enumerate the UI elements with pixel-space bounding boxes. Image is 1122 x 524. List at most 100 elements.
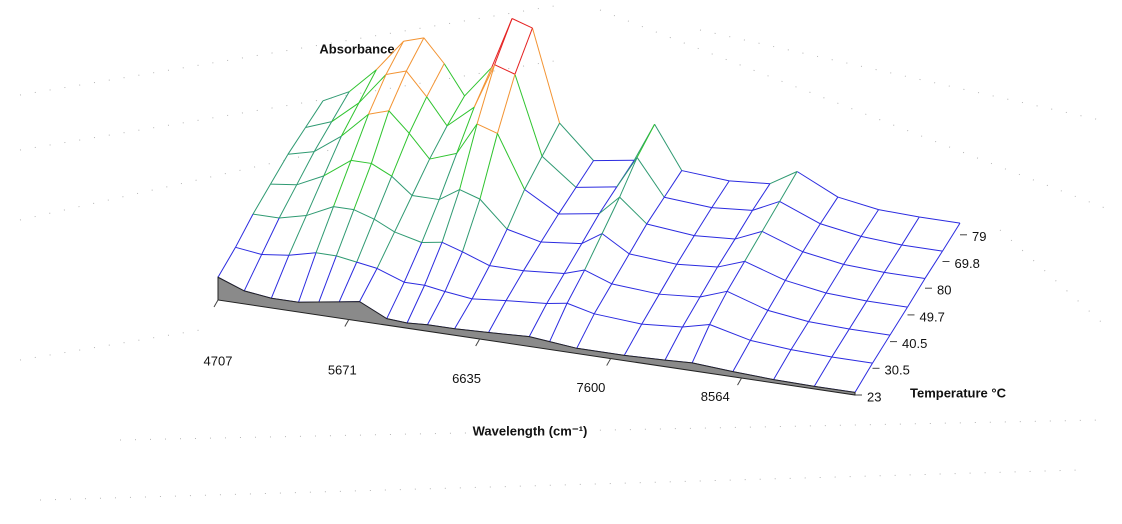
mesh-depth-line xyxy=(843,236,862,265)
mesh-slice-line xyxy=(559,122,594,161)
mesh-depth-line xyxy=(541,122,561,157)
mesh-slice-line xyxy=(511,18,533,29)
mesh-slice-line xyxy=(331,102,360,123)
mesh-slice-line xyxy=(767,309,809,323)
mesh-slice-line xyxy=(252,213,280,219)
mesh-slice-line xyxy=(514,74,543,157)
mesh-depth-line xyxy=(752,183,771,211)
front-wall xyxy=(217,276,856,396)
mesh-depth-line xyxy=(734,210,753,240)
mesh-slice-line xyxy=(664,196,712,209)
mesh-depth-line xyxy=(825,264,844,294)
mesh-slice-line xyxy=(296,175,325,186)
mesh-depth-line xyxy=(496,74,516,134)
mesh-depth-line xyxy=(461,198,481,252)
mesh-slice-line xyxy=(391,175,413,196)
mesh-slice-line xyxy=(769,171,798,185)
mesh-slice-line xyxy=(761,230,804,253)
mesh-depth-line xyxy=(546,273,565,304)
mesh-slice-line xyxy=(405,70,428,98)
mesh-slice-line xyxy=(235,246,262,255)
mesh-slice-line xyxy=(752,200,780,211)
mesh-slice-line xyxy=(279,215,307,219)
decor-line xyxy=(39,469,1081,501)
mesh-slice-line xyxy=(394,231,422,243)
mesh-depth-line xyxy=(611,253,630,285)
mesh-slice-line xyxy=(744,260,786,281)
mesh-slice-line xyxy=(348,69,377,93)
mesh-depth-line xyxy=(217,247,236,278)
mesh-depth-line xyxy=(394,195,413,233)
mesh-slice-line xyxy=(443,63,465,97)
mesh-depth-line xyxy=(682,296,701,328)
mesh-slice-line xyxy=(341,113,369,137)
mesh-depth-line xyxy=(889,306,908,336)
mesh-slice-line xyxy=(709,324,751,341)
mesh-depth-line xyxy=(406,285,426,324)
mesh-slice-line xyxy=(919,216,961,224)
mesh-depth-line xyxy=(313,121,333,152)
mesh-depth-line xyxy=(907,278,926,308)
mesh-slice-line xyxy=(779,201,821,225)
decor-line xyxy=(699,29,1101,121)
x-tick-label: 8564 xyxy=(701,389,730,404)
mesh-depth-line xyxy=(424,242,443,286)
mesh-slice-line xyxy=(333,206,354,211)
mesh-depth-line xyxy=(298,252,317,303)
mesh-depth-line xyxy=(243,254,263,292)
mesh-depth-line xyxy=(576,313,595,349)
mesh-slice-line xyxy=(523,270,565,275)
mesh-depth-line xyxy=(901,216,920,246)
mesh-depth-line xyxy=(494,18,513,65)
mesh-depth-line xyxy=(623,323,643,356)
mesh-slice-line xyxy=(901,244,943,252)
mesh-depth-line xyxy=(359,268,378,302)
mesh-slice-line xyxy=(676,263,718,268)
mesh-slice-line xyxy=(802,251,844,265)
mesh-slice-line xyxy=(524,189,559,215)
mesh-depth-line xyxy=(358,69,377,104)
mesh-slice-line xyxy=(884,271,926,279)
mesh-slice-line xyxy=(438,189,460,201)
mesh-depth-line xyxy=(338,261,358,303)
mesh-slice-line xyxy=(388,110,410,134)
mesh-depth-line xyxy=(446,95,466,127)
z-axis-label: Absorbance xyxy=(319,41,394,56)
x-tick-label: 7600 xyxy=(576,380,605,395)
x-tick xyxy=(213,299,219,308)
mesh-depth-line xyxy=(471,265,491,300)
mesh-depth-line xyxy=(761,201,781,232)
mesh-depth-line xyxy=(421,199,440,243)
mesh-depth-line xyxy=(523,241,542,271)
mesh-slice-line xyxy=(541,155,577,188)
mesh-slice-line xyxy=(373,218,395,233)
mesh-depth-line xyxy=(860,209,879,237)
x-tick xyxy=(475,338,481,347)
x-tick-label: 5671 xyxy=(328,362,357,377)
mesh-slice-line xyxy=(682,324,710,328)
mesh-depth-line xyxy=(790,321,809,350)
mesh-slice-line xyxy=(376,267,405,283)
mesh-depth-line xyxy=(488,300,507,333)
mesh-slice-line xyxy=(531,27,561,124)
mesh-slice-line xyxy=(371,163,392,177)
mesh-depth-line xyxy=(641,293,660,325)
mesh-depth-line xyxy=(813,356,833,387)
mesh-depth-line xyxy=(444,251,463,292)
mesh-depth-line xyxy=(331,91,350,122)
mesh-slice-line xyxy=(808,321,850,330)
mesh-depth-line xyxy=(426,63,445,98)
decor-line xyxy=(999,229,1111,331)
mesh-depth-line xyxy=(479,133,498,200)
mesh-slice-line xyxy=(711,207,753,211)
mesh-depth-line xyxy=(388,70,407,111)
mesh-depth-line xyxy=(942,222,961,252)
mesh-depth-line xyxy=(368,74,387,115)
mesh-depth-line xyxy=(866,272,885,302)
mesh-depth-line xyxy=(726,261,746,292)
mesh-depth-line xyxy=(744,231,763,262)
mesh-depth-line xyxy=(489,228,508,266)
mesh-slice-line xyxy=(462,251,490,267)
mesh-depth-line xyxy=(767,280,786,311)
